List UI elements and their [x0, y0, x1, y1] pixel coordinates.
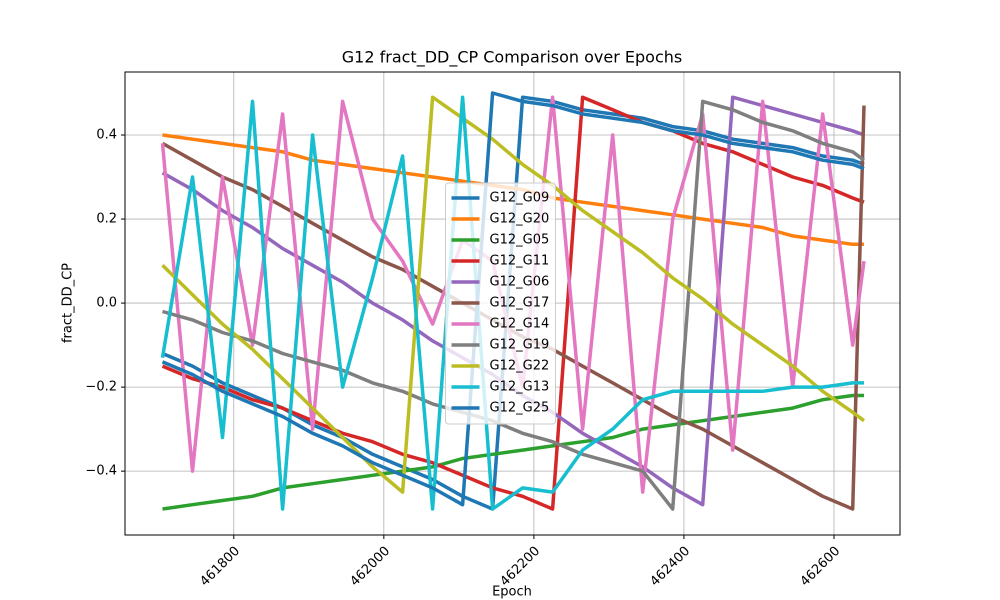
plot-frame	[124, 71, 901, 536]
y-tick-label: 0.4	[96, 128, 117, 143]
series-line	[161, 91, 865, 507]
series-line	[160, 95, 864, 511]
x-axis-label: Epoch	[492, 585, 532, 600]
y-tick-label: 0.2	[96, 212, 117, 227]
legend-label: G12_G19	[490, 338, 550, 353]
legend-label: G12_G14	[490, 317, 550, 332]
legend-label: G12_G09	[490, 191, 550, 206]
y-tick-label: −0.2	[85, 380, 117, 395]
chart-title: G12 fract_DD_CP Comparison over Epochs	[342, 48, 682, 68]
legend-label: G12_G17	[490, 296, 550, 311]
legend-label: G12_G22	[490, 359, 550, 374]
y-axis-label: fract_DD_CP	[61, 263, 76, 343]
legend-label: G12_G05	[490, 233, 550, 248]
series-line	[161, 95, 865, 511]
legend-label: G12_G06	[490, 275, 550, 290]
series-line	[162, 99, 866, 511]
legend-label: G12_G25	[490, 401, 550, 416]
legend: G12_G09 G12_G20 G12_G05 G12_G11 G12_G06 G12_G…	[445, 182, 556, 425]
series-line	[161, 95, 866, 494]
legend-label: G12_G11	[490, 254, 550, 269]
y-tick-label: 0.0	[96, 296, 117, 311]
y-tick-label: −0.4	[85, 464, 117, 479]
legend-box	[445, 182, 556, 425]
legend-label: G12_G13	[490, 380, 550, 395]
legend-label: G12_G20	[490, 212, 550, 227]
